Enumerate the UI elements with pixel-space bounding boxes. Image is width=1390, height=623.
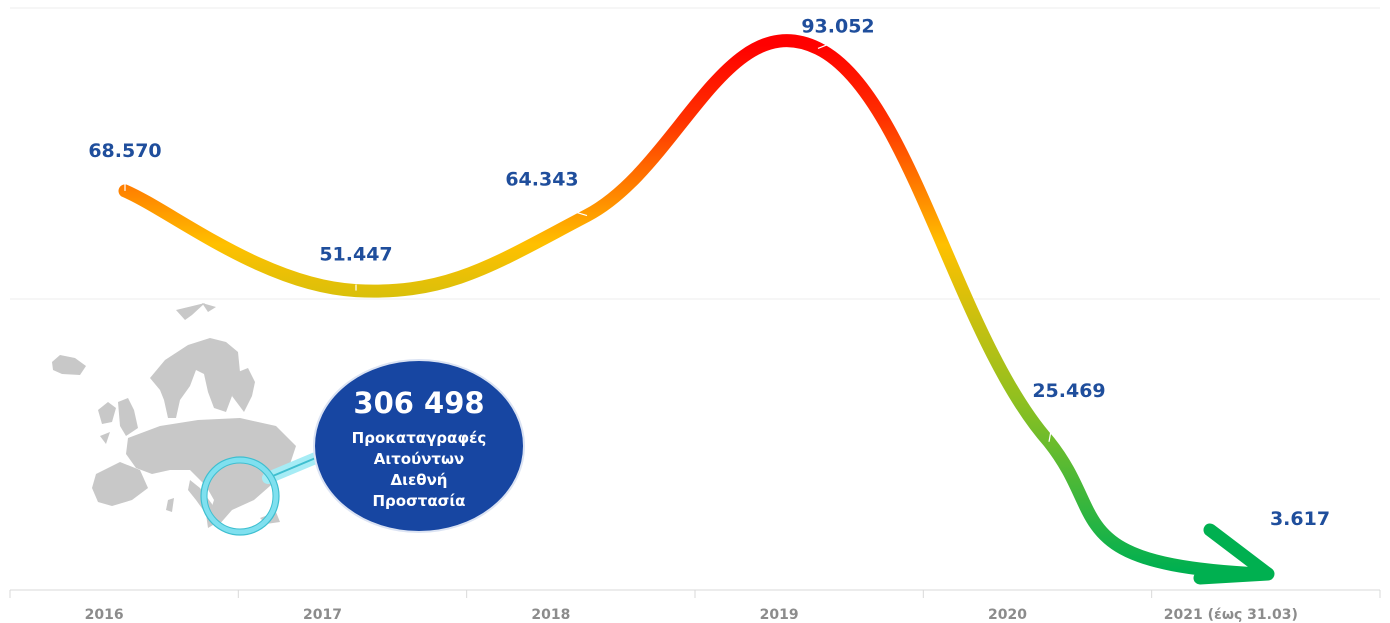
leader-line (566, 208, 588, 217)
data-label: 93.052 (801, 15, 874, 37)
callout-line-4: Προστασία (373, 492, 466, 510)
callout-line-2: Αιτούντων (374, 450, 465, 468)
callout-line-3: Διεθνή (390, 471, 447, 489)
leader-line (1279, 550, 1289, 570)
arrow-head (1193, 523, 1275, 585)
data-label: 3.617 (1270, 508, 1330, 530)
data-label: 25.469 (1032, 380, 1105, 402)
x-tick-label: 2021 (έως 31.03) (1164, 607, 1298, 623)
magnifier-icon (200, 451, 324, 536)
total-callout: 306 498 Προκαταγραφές Αιτούντων Διεθνή Π… (313, 359, 525, 533)
x-tick-label: 2017 (303, 607, 342, 623)
x-tick-label: 2019 (760, 607, 799, 623)
series-line (118, 34, 1267, 581)
callout-line-1: Προκαταγραφές (352, 429, 487, 447)
callout-total: 306 498 (353, 386, 484, 420)
leader-lines (124, 39, 1289, 570)
data-label: 64.343 (505, 169, 578, 191)
leader-line (1048, 419, 1054, 442)
gridlines (9, 7, 1381, 598)
europe-map-icon (52, 303, 296, 528)
callout-bubble (313, 359, 525, 533)
leader-line (817, 39, 839, 49)
x-tick-label: 2016 (85, 607, 124, 623)
x-tick-label: 2020 (988, 607, 1027, 623)
x-axis-ticks: 2016 2017 2018 2019 2020 2021 (έως 31.03) (85, 607, 1298, 623)
data-label: 51.447 (319, 244, 392, 266)
data-label: 68.570 (88, 140, 161, 162)
x-tick-label: 2018 (531, 607, 570, 623)
data-labels: 68.570 51.447 64.343 93.052 25.469 3.617 (88, 15, 1330, 530)
series-line-group (118, 34, 1275, 585)
